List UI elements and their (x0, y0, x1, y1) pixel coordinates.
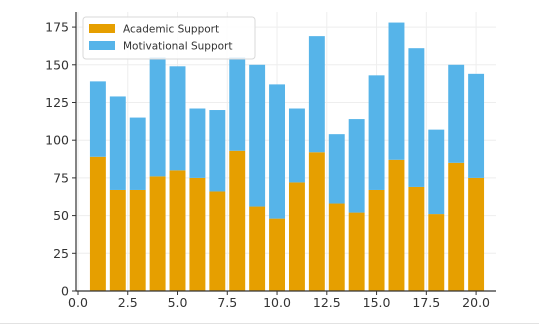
bar-academic-support (229, 150, 246, 291)
bar-academic-support (269, 218, 286, 291)
bar-motivational-support (348, 119, 365, 213)
bar-academic-support (209, 191, 226, 291)
bar-academic-support (89, 156, 106, 291)
bar-motivational-support (448, 64, 465, 163)
x-tick-label: 7.5 (217, 295, 237, 310)
bar-academic-support (368, 189, 385, 291)
axes: 0.0 2.5 5.0 7.5 10.0 12.5 15.0 17.5 20.0 0 25 50 75 1… (45, 12, 496, 310)
x-tick-label: 5.0 (168, 295, 188, 310)
bar-academic-support (388, 159, 405, 291)
bar-academic-support (448, 162, 465, 291)
y-tick-label: 50 (53, 208, 69, 223)
bar-academic-support (308, 152, 325, 291)
bar-motivational-support (368, 75, 385, 190)
legend-swatch-motivational-support (89, 41, 115, 50)
bar-motivational-support (229, 57, 246, 151)
x-tick-label: 20.0 (462, 295, 490, 310)
bar-motivational-support (109, 96, 126, 190)
bar-academic-support (129, 189, 146, 291)
bar-motivational-support (209, 110, 226, 192)
legend-label-academic-support: Academic Support (123, 24, 219, 36)
bar-academic-support (169, 170, 186, 291)
x-tick-label: 2.5 (118, 295, 138, 310)
bar-academic-support (348, 212, 365, 291)
legend: Academic Support Motivational Support (82, 16, 256, 60)
bar-academic-support (288, 182, 305, 291)
bar-academic-support (468, 177, 485, 291)
legend-label-motivational-support: Motivational Support (123, 41, 232, 53)
x-tick-label: 15.0 (363, 295, 391, 310)
bar-academic-support (428, 214, 445, 291)
bar-motivational-support (388, 22, 405, 160)
y-tick-label: 0 (61, 284, 69, 299)
bar-motivational-support (308, 36, 325, 153)
bar-academic-support (408, 186, 425, 291)
y-tick-label: 100 (45, 133, 69, 148)
bar-motivational-support (288, 108, 305, 183)
bar-motivational-support (129, 117, 146, 190)
bar-motivational-support (408, 48, 425, 187)
bar-academic-support (249, 206, 266, 291)
bar-motivational-support (269, 84, 286, 219)
bar-academic-support (189, 177, 206, 291)
bars (89, 22, 485, 291)
bar-academic-support (328, 203, 345, 291)
legend-box (82, 16, 256, 60)
y-tick-label: 125 (45, 95, 69, 110)
bar-motivational-support (169, 66, 186, 171)
legend-swatch-academic-support (89, 24, 115, 33)
bar-motivational-support (149, 57, 166, 177)
divider (0, 323, 539, 324)
x-tick-label: 12.5 (313, 295, 341, 310)
y-tick-label: 175 (45, 20, 69, 35)
x-tick-label: 0.0 (68, 295, 88, 310)
bar-motivational-support (428, 129, 445, 215)
bar-motivational-support (89, 81, 106, 157)
y-tick-label: 75 (53, 170, 69, 185)
y-tick-label: 150 (45, 57, 69, 72)
bar-motivational-support (468, 73, 485, 178)
bar-motivational-support (249, 64, 266, 207)
grid-lines (76, 12, 496, 292)
bar-motivational-support (189, 108, 206, 178)
x-tick-label: 10.0 (263, 295, 291, 310)
bar-motivational-support (328, 134, 345, 204)
x-tick-label: 17.5 (412, 295, 440, 310)
bar-academic-support (109, 189, 126, 291)
y-tick-label: 25 (53, 246, 69, 261)
bar-academic-support (149, 176, 166, 291)
